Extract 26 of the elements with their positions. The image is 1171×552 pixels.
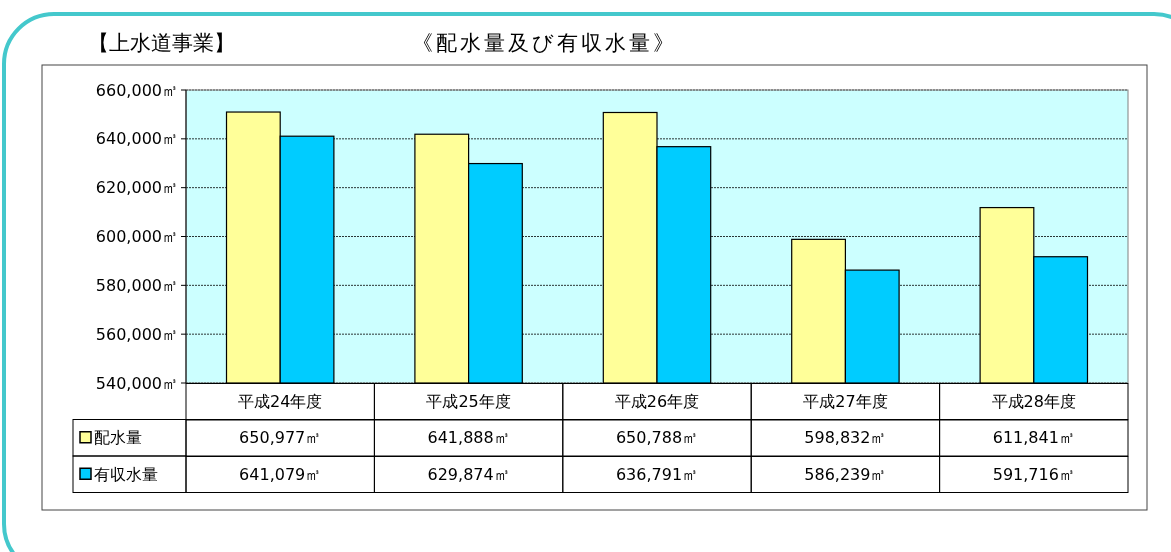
chart-title: 《配水量及び有収水量》 (412, 31, 677, 55)
y-tick-label: 620,000㎥ (95, 178, 178, 198)
data-label: 598,832㎥ (804, 428, 887, 448)
y-tick-label: 560,000㎥ (95, 324, 178, 344)
y-tick-label: 660,000㎥ (95, 80, 178, 100)
data-label: 591,716㎥ (992, 464, 1075, 484)
legend-label: 有収水量 (94, 464, 158, 484)
y-tick-label: 640,000㎥ (95, 129, 178, 149)
x-tick-label: 平成28年度 (991, 391, 1076, 411)
data-label: 586,239㎥ (804, 464, 887, 484)
data-label: 611,841㎥ (992, 428, 1075, 448)
legend-label: 配水量 (94, 428, 142, 448)
data-label: 629,874㎥ (427, 464, 510, 484)
x-tick-label: 平成25年度 (426, 391, 511, 411)
y-tick-label: 600,000㎥ (95, 227, 178, 247)
x-tick-label: 平成27年度 (803, 391, 888, 411)
x-tick-label: 平成26年度 (614, 391, 700, 411)
y-tick-label: 580,000㎥ (95, 275, 178, 295)
data-label: 641,079㎥ (239, 464, 322, 484)
data-label: 650,977㎥ (239, 428, 322, 448)
y-tick-label: 540,000㎥ (95, 373, 178, 393)
data-label: 641,888㎥ (427, 428, 510, 448)
chart-subtitle: 【上水道事業】 (88, 31, 235, 55)
x-tick-label: 平成24年度 (238, 391, 323, 411)
data-label: 650,788㎥ (615, 428, 699, 448)
data-label: 636,791㎥ (615, 464, 699, 484)
